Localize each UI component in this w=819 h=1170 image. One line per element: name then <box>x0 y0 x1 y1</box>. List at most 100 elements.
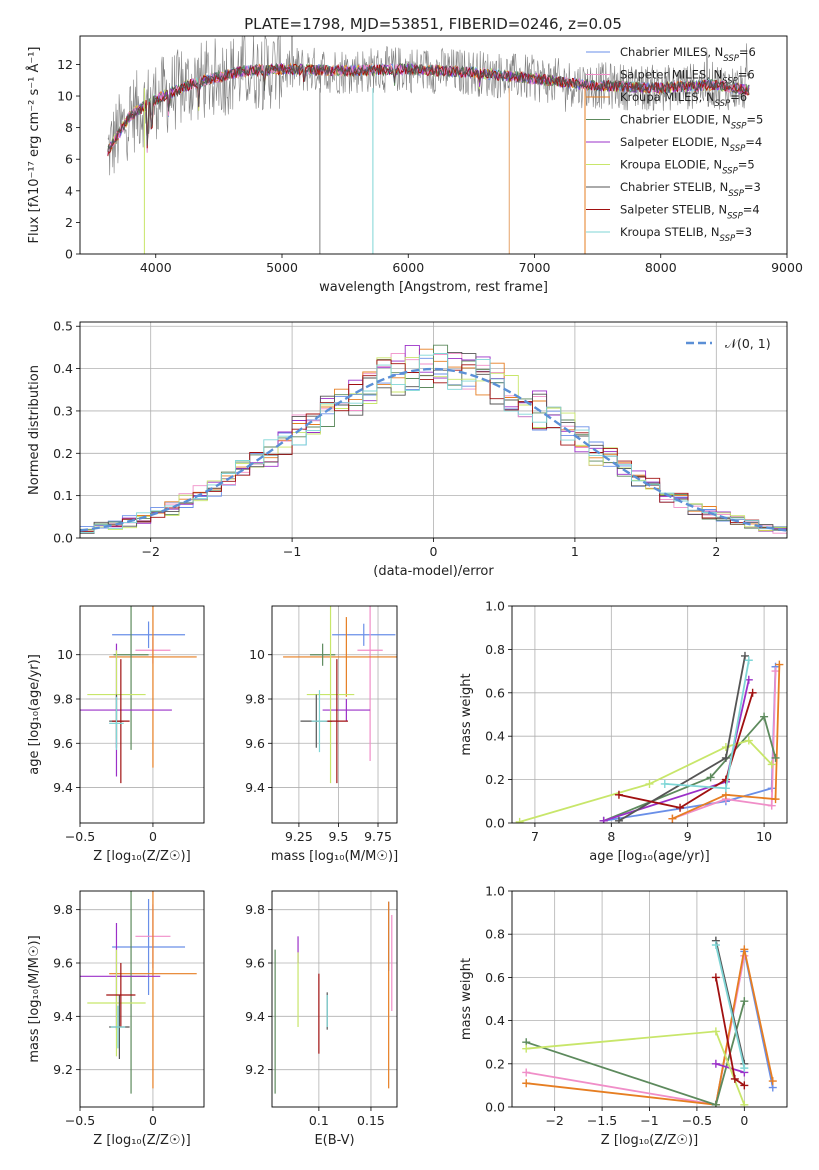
plot-area <box>80 322 787 538</box>
legend-entry: Kroupa STELIB, NSSP=3 <box>620 225 752 244</box>
x-tick-label: −0.5 <box>65 829 95 844</box>
y-tick-label: 9.4 <box>53 1009 73 1024</box>
mass-weight-line <box>672 671 777 820</box>
mass-weight-line <box>526 949 774 1106</box>
y-axis-label: Normed distribution <box>27 365 42 495</box>
mass-weight-marker <box>767 760 776 769</box>
axes-age_vs_mass: 9.25 9.5 9.75 9.4 9.6 9.8 10 mass [log₁₀(M/M☉)] <box>245 605 398 864</box>
plot-area <box>80 606 204 823</box>
y-axis-label: age [log₁₀(age/yr)] <box>27 654 42 775</box>
y-tick-label: 9.4 <box>53 780 73 795</box>
legend-entry: Salpeter ELODIE, NSSP=4 <box>620 135 762 154</box>
x-tick-label: 0 <box>149 1113 157 1128</box>
model-spectrum-line <box>107 63 750 152</box>
x-tick-label: −2 <box>141 544 159 559</box>
x-tick-label: 0.15 <box>357 1113 385 1128</box>
y-axis-label: Flux [fλ10⁻¹⁷ erg cm⁻² s⁻¹ Å⁻¹] <box>26 47 42 244</box>
x-tick-label: 8 <box>607 829 615 844</box>
x-axis-label: (data-model)/error <box>373 564 494 579</box>
mass-weight-line <box>526 955 746 1106</box>
x-tick-label: 5000 <box>266 260 298 275</box>
y-tick-label: 0 <box>65 247 73 262</box>
x-axis-label: Z [log₁₀(Z/Z☉)] <box>93 849 190 864</box>
mass-weight-marker <box>760 712 769 721</box>
mass-weight-marker <box>748 688 757 697</box>
y-tick-label: 0.4 <box>485 1013 505 1028</box>
y-axis-label: mass [log₁₀(M/M☉)] <box>27 935 42 1062</box>
x-tick-label: 0.1 <box>309 1113 329 1128</box>
model-spectrum-line <box>107 63 750 157</box>
x-axis-label: E(B-V) <box>314 1133 354 1148</box>
y-tick-label: 2 <box>65 215 73 230</box>
y-tick-label: 9.8 <box>245 902 265 917</box>
mass-weight-marker <box>522 1079 531 1088</box>
y-tick-label: 0.0 <box>485 1100 505 1115</box>
mass-weight-marker <box>721 775 730 784</box>
x-axis-label: wavelength [Angstrom, rest frame] <box>319 280 548 295</box>
y-tick-label: 9.8 <box>53 692 73 707</box>
x-tick-label: −1.5 <box>587 1113 617 1128</box>
x-tick-label: 0 <box>149 829 157 844</box>
mass-weight-marker <box>676 803 685 812</box>
x-tick-label: 9000 <box>771 260 803 275</box>
x-tick-label: 6000 <box>392 260 424 275</box>
mass-weight-marker <box>721 753 730 762</box>
y-tick-label: 0.2 <box>53 446 73 461</box>
mass-weight-marker <box>614 790 623 799</box>
y-tick-label: 0.2 <box>485 772 505 787</box>
y-tick-label: 9.6 <box>245 956 265 971</box>
x-tick-label: 9.75 <box>364 829 392 844</box>
normal-reference-curve <box>80 367 787 532</box>
plot-area <box>512 606 787 823</box>
mass-weight-marker <box>744 736 753 745</box>
spectrum-legend: Chabrier MILES, NSSP=6 Salpeter MILES, NS… <box>586 45 763 244</box>
x-axis-label: mass [log₁₀(M/M☉)] <box>271 849 398 864</box>
x-tick-label: 7 <box>531 829 539 844</box>
mass-weight-line <box>715 940 746 1065</box>
x-tick-label: −0.5 <box>682 1113 712 1128</box>
y-tick-label: 0.8 <box>485 642 505 657</box>
x-tick-label: −1 <box>640 1113 658 1128</box>
mass-weight-line <box>526 1030 746 1106</box>
mass-weight-marker <box>767 801 776 810</box>
y-tick-label: 0.1 <box>53 488 73 503</box>
x-tick-label: −2 <box>545 1113 563 1128</box>
observed-spectrum-line <box>107 36 750 176</box>
y-tick-label: 8 <box>65 120 73 135</box>
x-tick-label: 9.25 <box>285 829 313 844</box>
y-tick-label: 1.0 <box>485 599 505 614</box>
axes-frame <box>271 890 398 1108</box>
y-tick-label: 10 <box>57 89 73 104</box>
axes-residuals: −2 −1 0 1 2 0.0 0.1 0.2 0.3 0.4 0.5 (data-model)/er… <box>27 319 788 579</box>
mass-weight-marker <box>711 973 720 982</box>
mass-weight-line <box>618 692 754 809</box>
mass-weight-line <box>603 714 777 822</box>
mass-weight-marker <box>740 1064 749 1073</box>
y-tick-label: 9.4 <box>245 1009 265 1024</box>
y-tick-label: 0.3 <box>53 403 73 418</box>
y-tick-label: 10 <box>57 647 73 662</box>
mass-weight-marker <box>721 784 730 793</box>
legend-entry: Chabrier MILES, NSSP=6 <box>620 45 756 64</box>
mass-weight-line <box>672 664 781 820</box>
x-tick-label: −1 <box>283 544 301 559</box>
y-tick-label: 9.6 <box>53 956 73 971</box>
plot-area <box>107 36 750 254</box>
y-tick-label: 1.0 <box>485 884 505 899</box>
y-tick-label: 6 <box>65 152 73 167</box>
mass-weight-marker <box>711 1100 720 1107</box>
residual-histogram-step <box>80 359 787 533</box>
mass-weight-line <box>715 944 746 1069</box>
y-tick-label: 0.8 <box>485 927 505 942</box>
axes-age_vs_Z: −0.5 0 9.4 9.6 9.8 10 Z [log₁₀(Z/Z☉)] age [log₁… <box>27 605 205 864</box>
y-tick-label: 9.8 <box>53 902 73 917</box>
y-tick-label: 0.5 <box>53 319 73 334</box>
mass-weight-marker <box>515 817 524 823</box>
mass-weight-marker <box>744 656 753 665</box>
legend-entry: Kroupa MILES, NSSP=6 <box>620 90 747 109</box>
mass-weight-marker <box>711 941 720 949</box>
mass-weight-marker <box>740 651 749 660</box>
legend-entry: 𝒩(0, 1) <box>725 336 771 351</box>
x-tick-label: 0 <box>740 1113 748 1128</box>
